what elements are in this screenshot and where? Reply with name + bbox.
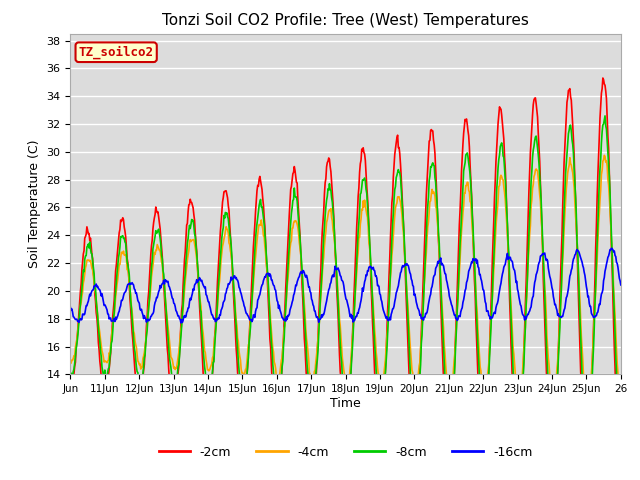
- -4cm: [433, 216, 441, 222]
- -2cm: [403, 296, 410, 302]
- -16cm: [233, 277, 241, 283]
- X-axis label: Time: Time: [330, 397, 361, 410]
- Line: -8cm: -8cm: [70, 116, 621, 436]
- Y-axis label: Soil Temperature (C): Soil Temperature (C): [28, 140, 41, 268]
- -2cm: [67, 382, 74, 388]
- -8cm: [131, 349, 139, 355]
- -16cm: [281, 316, 289, 322]
- -16cm: [260, 276, 268, 281]
- -2cm: [131, 368, 139, 374]
- -4cm: [67, 359, 74, 364]
- -4cm: [600, 153, 608, 158]
- -16cm: [434, 259, 442, 264]
- -16cm: [67, 304, 74, 310]
- -8cm: [67, 372, 74, 377]
- Line: -4cm: -4cm: [70, 156, 621, 405]
- Line: -16cm: -16cm: [70, 248, 621, 323]
- Legend: -2cm, -4cm, -8cm, -16cm: -2cm, -4cm, -8cm, -16cm: [154, 441, 538, 464]
- -8cm: [403, 280, 410, 286]
- -2cm: [433, 201, 441, 207]
- -16cm: [617, 282, 625, 288]
- -16cm: [177, 320, 185, 326]
- -4cm: [131, 338, 139, 344]
- -8cm: [280, 334, 288, 340]
- -8cm: [260, 215, 268, 221]
- -4cm: [280, 325, 288, 331]
- -2cm: [260, 202, 268, 208]
- -2cm: [232, 346, 240, 351]
- -8cm: [232, 323, 240, 329]
- -8cm: [617, 432, 625, 438]
- -16cm: [131, 287, 139, 293]
- Title: Tonzi Soil CO2 Profile: Tree (West) Temperatures: Tonzi Soil CO2 Profile: Tree (West) Temp…: [162, 13, 529, 28]
- -4cm: [548, 402, 556, 408]
- -2cm: [280, 316, 288, 322]
- Text: TZ_soilco2: TZ_soilco2: [79, 46, 154, 59]
- -8cm: [584, 433, 591, 439]
- -4cm: [403, 276, 410, 282]
- -2cm: [599, 75, 607, 81]
- -4cm: [617, 397, 625, 403]
- -2cm: [617, 468, 625, 474]
- -16cm: [403, 261, 411, 267]
- -4cm: [260, 233, 268, 239]
- -4cm: [232, 317, 240, 323]
- -8cm: [601, 113, 609, 119]
- -8cm: [433, 201, 441, 206]
- -16cm: [607, 245, 615, 251]
- Line: -2cm: -2cm: [70, 78, 621, 471]
